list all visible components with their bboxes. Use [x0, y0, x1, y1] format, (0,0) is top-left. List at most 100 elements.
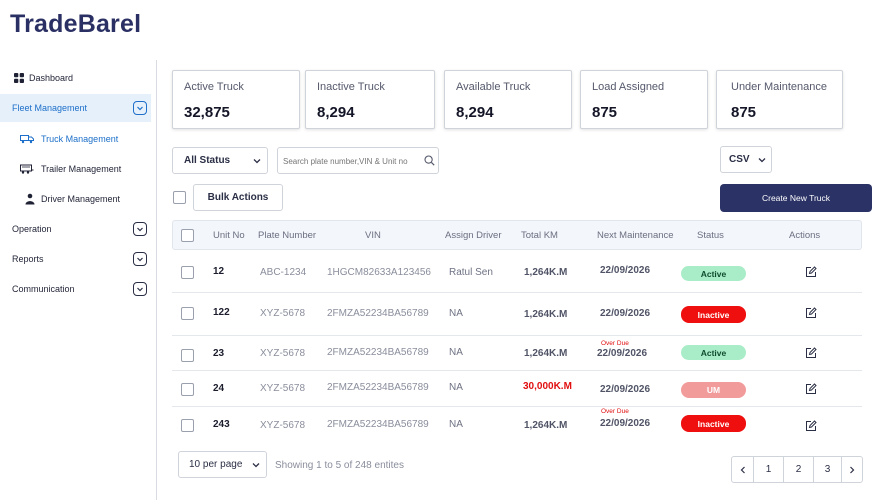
chevron-down-icon — [253, 158, 261, 163]
header-vin: VIN — [365, 230, 381, 241]
export-select[interactable]: CSV — [720, 146, 772, 173]
table-header — [172, 220, 862, 250]
chevron-right-icon — [850, 466, 855, 473]
cell-unit-no: 243 — [213, 419, 230, 430]
stat-value: 875 — [731, 104, 757, 121]
stat-value: 8,294 — [317, 104, 355, 121]
cell-plate-number: XYZ-5678 — [260, 420, 306, 431]
sidebar-label-driver: Driver Management — [41, 194, 121, 204]
cell-vin: 2FMZA52234BA56789 — [327, 308, 429, 319]
sidebar-item-reports[interactable]: Reports — [0, 245, 151, 273]
select-all-checkbox[interactable] — [181, 229, 194, 242]
stat-value: 32,875 — [184, 104, 230, 121]
cell-vin: 2FMZA52234BA56789 — [327, 382, 429, 393]
row-divider — [172, 292, 862, 293]
sidebar-item-operation[interactable]: Operation — [0, 215, 151, 243]
stat-card-active: Active Truck 32,875 — [172, 70, 300, 129]
page-button-1[interactable]: 1 — [754, 457, 784, 482]
cell-vin: 2FMZA52234BA56789 — [327, 347, 429, 358]
status-badge: Inactive — [681, 306, 746, 323]
cell-total-km: 30,000K.M — [523, 381, 572, 392]
sidebar-item-trailer-management[interactable]: Trailer Management — [0, 155, 151, 183]
stat-card-under-maintenance: Under Maintenance 875 — [716, 70, 843, 129]
cell-vin: 2FMZA52234BA56789 — [327, 419, 429, 430]
cell-assign-driver: Ratul Sen — [449, 267, 493, 278]
page-button-3[interactable]: 3 — [814, 457, 842, 482]
stat-card-available: Available Truck 8,294 — [444, 70, 572, 129]
prev-page-button[interactable] — [732, 457, 754, 482]
cell-plate-number: XYZ-5678 — [260, 348, 306, 359]
pagination-summary: Showing 1 to 5 of 248 entites — [275, 460, 404, 471]
sidebar-item-driver-management[interactable]: Driver Management — [0, 185, 151, 213]
pagination: 1 2 3 — [731, 456, 863, 483]
cell-total-km: 1,264K.M — [524, 309, 568, 320]
cell-plate-number: ABC-1234 — [260, 267, 307, 278]
edit-icon[interactable] — [805, 266, 817, 278]
stat-title: Inactive Truck — [317, 81, 385, 93]
per-page-value: 10 per page — [189, 459, 243, 470]
cell-unit-no: 12 — [213, 266, 225, 277]
header-status: Status — [697, 230, 724, 241]
cell-unit-no: 122 — [213, 307, 230, 318]
row-checkbox[interactable] — [181, 349, 194, 362]
cell-assign-driver: NA — [449, 347, 463, 358]
driver-icon — [25, 193, 35, 205]
stat-value: 8,294 — [456, 104, 494, 121]
chevron-down-icon[interactable] — [133, 101, 147, 115]
edit-icon[interactable] — [805, 307, 817, 319]
sidebar-item-communication[interactable]: Communication — [0, 275, 151, 303]
export-value: CSV — [729, 154, 750, 165]
chevron-down-icon[interactable] — [133, 282, 147, 296]
cell-next-maintenance: 22/09/2026 — [600, 308, 651, 319]
row-divider — [172, 335, 862, 336]
row-checkbox[interactable] — [181, 419, 194, 432]
sidebar-item-fleet-management[interactable]: Fleet Management — [0, 94, 151, 122]
edit-icon[interactable] — [805, 420, 817, 432]
cell-next-maintenance: 22/09/2026 — [600, 265, 651, 276]
row-checkbox[interactable] — [181, 307, 194, 320]
chevron-down-icon — [252, 462, 260, 467]
next-page-button[interactable] — [842, 457, 862, 482]
per-page-select[interactable]: 10 per page — [178, 451, 267, 478]
status-badge: UM — [681, 382, 746, 398]
cell-vin: 1HGCM82633A123456 — [327, 267, 431, 278]
chevron-down-icon[interactable] — [133, 252, 147, 266]
page-button-2[interactable]: 2 — [784, 457, 814, 482]
bulk-select-checkbox[interactable] — [173, 191, 186, 204]
sidebar-label-dashboard: Dashboard — [29, 73, 74, 83]
edit-icon[interactable] — [805, 347, 817, 359]
search-input[interactable] — [283, 153, 421, 169]
edit-icon[interactable] — [805, 383, 817, 395]
row-divider — [172, 406, 862, 407]
sidebar-item-dashboard[interactable]: Dashboard — [0, 64, 151, 92]
sidebar-label-operation: Operation — [12, 224, 52, 234]
sidebar-item-truck-management[interactable]: Truck Management — [0, 125, 151, 153]
cell-plate-number: XYZ-5678 — [260, 383, 306, 394]
stat-card-load-assigned: Load Assigned 875 — [580, 70, 708, 129]
cell-assign-driver: NA — [449, 308, 463, 319]
header-actions: Actions — [789, 230, 821, 241]
bulk-actions-button[interactable]: Bulk Actions — [193, 184, 283, 211]
cell-total-km: 1,264K.M — [524, 420, 568, 431]
chevron-down-icon — [758, 157, 766, 162]
sidebar-label-trailer: Trailer Management — [41, 164, 122, 174]
status-filter-value: All Status — [184, 155, 231, 166]
sidebar-label-reports: Reports — [12, 254, 44, 264]
search-icon[interactable] — [424, 155, 435, 166]
cell-assign-driver: NA — [449, 382, 463, 393]
stat-value: 875 — [592, 104, 618, 121]
chevron-left-icon — [740, 466, 745, 473]
row-checkbox[interactable] — [181, 266, 194, 279]
cell-plate-number: XYZ-5678 — [260, 308, 306, 319]
row-checkbox[interactable] — [181, 383, 194, 396]
create-new-truck-button[interactable]: Create New Truck — [720, 184, 872, 212]
cell-next-maintenance: 22/09/2026 — [600, 384, 651, 395]
status-filter-select[interactable]: All Status — [172, 147, 268, 174]
header-next-maintenance: Next Maintenance — [597, 230, 674, 241]
app-logo: TradeBarel — [10, 10, 142, 38]
stat-title: Active Truck — [184, 81, 244, 93]
stat-title: Load Assigned — [592, 81, 665, 93]
search-box[interactable] — [277, 147, 439, 174]
header-unit-no: Unit No — [213, 230, 245, 241]
chevron-down-icon[interactable] — [133, 222, 147, 236]
